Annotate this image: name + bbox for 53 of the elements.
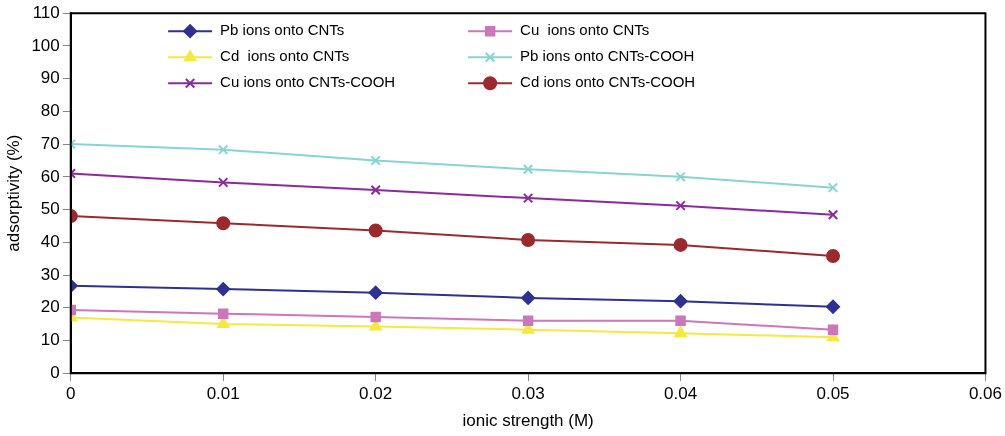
legend-label: Cu ions onto CNTs-COOH <box>220 73 396 91</box>
point <box>370 155 381 166</box>
point <box>673 237 688 252</box>
x-tick-label: 0.04 <box>664 384 698 404</box>
point <box>370 184 381 196</box>
point <box>217 177 229 188</box>
point <box>827 324 839 335</box>
y-tick-label: 80 <box>40 101 60 121</box>
point <box>673 294 688 309</box>
y-tick-label: 60 <box>40 166 60 186</box>
point <box>827 209 839 221</box>
point <box>217 308 229 319</box>
x-tick-label: 0.03 <box>511 384 545 404</box>
y-tick-label: 110 <box>32 2 60 22</box>
point <box>674 326 687 338</box>
point <box>216 216 231 231</box>
point <box>675 171 686 183</box>
y-axis-title: adsorptivity (%) <box>3 134 23 252</box>
point <box>217 144 229 155</box>
x-tick-label: 0.01 <box>206 384 240 404</box>
y-tick-label: 40 <box>40 231 60 251</box>
legend-label: Pb ions onto CNTs-COOH <box>520 47 695 65</box>
x-tick-label: 0 <box>66 384 76 404</box>
point <box>522 192 534 204</box>
legend-label: Cu ions onto CNTs <box>520 21 650 39</box>
y-tick-label: 20 <box>40 297 60 317</box>
x-tick-label: 0.02 <box>359 384 393 404</box>
legend-label: Cd ions onto CNTs <box>220 47 350 65</box>
y-tick-label: 10 <box>40 330 60 350</box>
x-tick-label: 0.05 <box>816 384 850 404</box>
x-tick-label: 0.06 <box>968 384 1002 404</box>
legend-label: Cd ions onto CNTs-COOH <box>520 73 696 91</box>
point <box>216 282 231 297</box>
point <box>675 315 686 327</box>
y-tick-label: 30 <box>40 264 60 284</box>
legend-label: Pb ions onto CNTs <box>220 21 345 39</box>
y-tick-label: 70 <box>40 133 60 153</box>
y-tick-label: 100 <box>31 35 60 55</box>
point <box>370 311 381 323</box>
point <box>368 223 383 238</box>
point <box>675 200 686 211</box>
y-tick-label: 90 <box>40 68 60 88</box>
point <box>368 285 383 300</box>
y-tick-label: 0 <box>50 362 60 382</box>
point <box>522 315 534 327</box>
point <box>521 233 536 247</box>
point <box>827 182 839 193</box>
point <box>826 299 841 314</box>
point <box>521 290 536 305</box>
point <box>522 164 534 175</box>
point <box>826 249 841 264</box>
x-axis-title: ionic strength (M) <box>462 411 594 431</box>
y-tick-label: 50 <box>40 199 60 219</box>
